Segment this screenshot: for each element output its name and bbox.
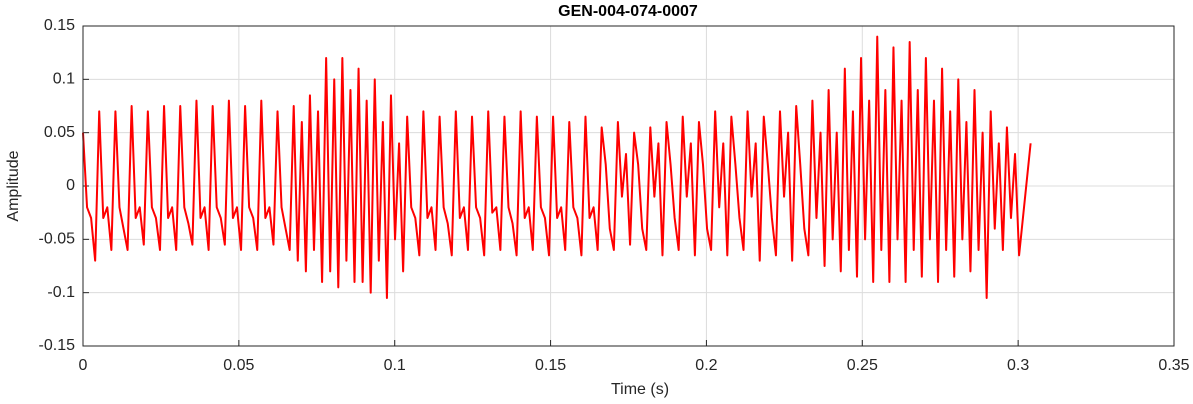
x-tick-label: 0 <box>79 357 88 374</box>
y-axis-label: Amplitude <box>5 150 22 221</box>
x-tick-label: 0.25 <box>847 357 878 374</box>
y-tick-label: 0.1 <box>53 71 75 88</box>
y-tick-label: -0.1 <box>47 284 75 301</box>
x-tick-label: 0.2 <box>695 357 717 374</box>
plot-frame <box>82 25 1175 347</box>
signal-line <box>82 35 1032 299</box>
x-tick-label: 0.1 <box>384 357 406 374</box>
y-tick-label: -0.05 <box>39 231 76 248</box>
x-tick-label: 0.05 <box>223 357 254 374</box>
y-tick-label: 0 <box>66 177 75 194</box>
y-tick-label: 0.05 <box>44 124 75 141</box>
y-tick-label: 0.15 <box>44 17 75 34</box>
chart-title: GEN-004-074-0007 <box>558 3 698 20</box>
x-tick-label: 0.15 <box>535 357 566 374</box>
y-tick-label: -0.15 <box>39 337 76 354</box>
x-tick-label: 0.35 <box>1158 357 1189 374</box>
x-tick-label: 0.3 <box>1007 357 1029 374</box>
x-axis-label: Time (s) <box>611 381 669 398</box>
